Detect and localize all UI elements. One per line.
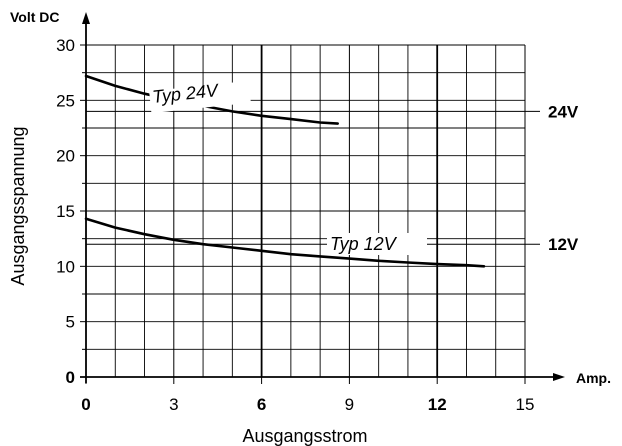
reference-line-label: 12V xyxy=(548,235,579,254)
x-axis-arrow xyxy=(553,373,565,381)
series-label: Typ 12V xyxy=(330,234,398,254)
y-tick-label: 0 xyxy=(66,368,75,387)
reference-lines xyxy=(86,110,540,245)
x-axis-unit: Amp. xyxy=(576,370,611,386)
x-tick-label: 15 xyxy=(516,395,535,414)
y-axis-arrow xyxy=(82,12,90,24)
axes xyxy=(80,12,565,384)
series-line xyxy=(84,217,486,268)
series-label-background xyxy=(327,233,427,255)
x-tick-label: 0 xyxy=(81,395,90,414)
series-layer xyxy=(84,74,486,268)
y-tick-label: 15 xyxy=(56,202,75,221)
y-axis-unit: Volt DC xyxy=(10,9,60,25)
x-tick-label: 6 xyxy=(257,395,266,414)
grid-major xyxy=(260,45,439,377)
series-label-background xyxy=(149,80,251,114)
y-axis-title: Ausgangsspannung xyxy=(8,126,28,285)
y-tick-label: 20 xyxy=(56,147,75,166)
x-tick-label: 9 xyxy=(345,395,354,414)
x-axis-title: Ausgangsstrom xyxy=(242,426,367,446)
reference-line-label: 24V xyxy=(548,102,579,121)
series-line xyxy=(84,74,339,125)
y-tick-label: 10 xyxy=(56,257,75,276)
x-tick-label: 12 xyxy=(428,395,447,414)
x-tick-label: 3 xyxy=(169,395,178,414)
y-tick-label: 5 xyxy=(66,313,75,332)
y-tick-label: 25 xyxy=(56,91,75,110)
y-tick-label: 30 xyxy=(56,36,75,55)
